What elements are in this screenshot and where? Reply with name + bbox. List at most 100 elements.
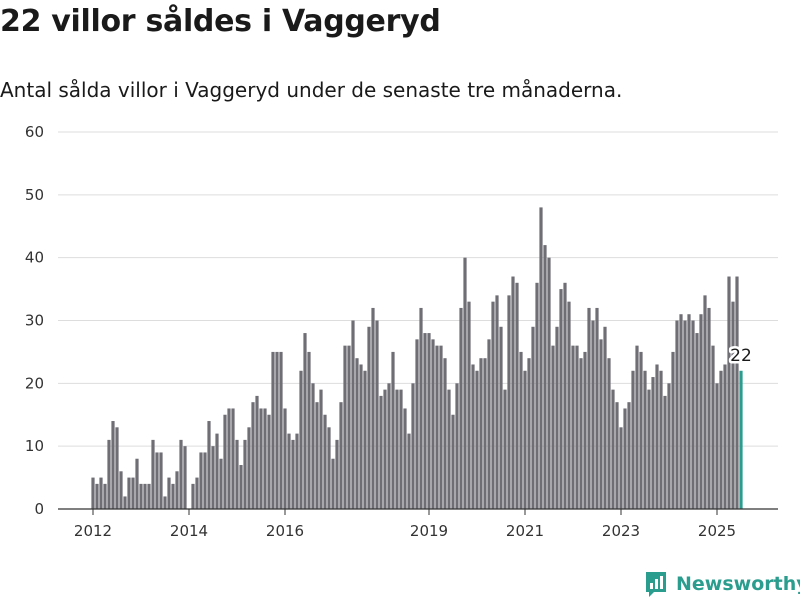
bar [563,282,567,509]
bar [179,439,183,509]
bar [499,326,503,509]
bar [435,345,439,509]
bar [403,408,407,509]
bar [675,320,679,509]
bar [291,439,295,509]
bar [723,364,727,509]
bar [671,351,675,509]
bar [699,314,703,509]
bar [263,408,267,509]
bar [411,383,415,509]
bar [487,339,491,509]
y-tick-label: 0 [34,500,44,518]
bar [343,345,347,509]
x-tick-label: 2012 [74,522,112,540]
bar [239,465,243,509]
bar [547,257,551,509]
bar [551,345,555,509]
bar [443,358,447,509]
bar [307,351,311,509]
bar [447,389,451,509]
bar [615,402,619,509]
bar [535,282,539,509]
bar [323,414,327,509]
bar [99,477,103,509]
bar [251,402,255,509]
bar [255,395,259,509]
bar [595,307,599,509]
bar [319,389,323,509]
bar [427,333,431,509]
bar [711,345,715,509]
bar [295,433,299,509]
bar [707,307,711,509]
bar [339,402,343,509]
bar [215,433,219,509]
bar [331,458,335,509]
bar [491,301,495,509]
bar [631,370,635,509]
bar [191,483,195,509]
bar [691,320,695,509]
bar [299,370,303,509]
bar [175,471,179,509]
y-tick-label: 20 [25,374,44,392]
bar [311,383,315,509]
bar [211,446,215,509]
x-tick-label: 2025 [698,522,736,540]
y-tick-label: 30 [25,312,44,330]
bar [303,333,307,509]
bar [387,383,391,509]
bar [559,289,563,509]
bar [279,351,283,509]
bar [451,414,455,509]
bar [95,483,99,509]
bar [643,370,647,509]
bar [679,314,683,509]
bar [647,389,651,509]
bar [227,408,231,509]
bar [507,295,511,509]
bar [151,439,155,509]
bar [719,370,723,509]
bar [579,358,583,509]
bar [419,307,423,509]
bar [423,333,427,509]
bar [123,496,127,509]
chart-title: 22 villor såldes i Vaggeryd [0,4,441,39]
y-tick-label: 10 [25,437,44,455]
bar [127,477,131,509]
bar [327,427,331,509]
bar [207,421,211,509]
newsworthy-logo: Newsworthy [644,568,800,600]
bar [735,276,739,509]
bar [651,377,655,509]
bar [107,439,111,509]
bar [231,408,235,509]
bar [519,351,523,509]
bar [367,326,371,509]
bar [467,301,471,509]
bar [539,207,543,509]
bar [523,370,527,509]
bar [355,358,359,509]
bar [591,320,595,509]
bar [619,427,623,509]
bar [431,339,435,509]
x-tick-label: 2021 [506,522,544,540]
bar-chart: 0 10 20 30 40 50 60 2012 2014 2016 2019 2021 2023 202… [25,123,778,540]
bar [683,320,687,509]
bar [571,345,575,509]
bar [147,483,151,509]
axis-layer [58,508,778,515]
bar [703,295,707,509]
bar [247,427,251,509]
bar [731,301,735,509]
chart-subtitle: Antal sålda villor i Vaggeryd under de s… [0,78,623,102]
bar [91,477,95,509]
bar [199,452,203,509]
newsworthy-logo-text: Newsworthy [676,573,800,595]
bar [635,345,639,509]
bar [163,496,167,509]
highlight-value-label: 22 [730,346,752,366]
